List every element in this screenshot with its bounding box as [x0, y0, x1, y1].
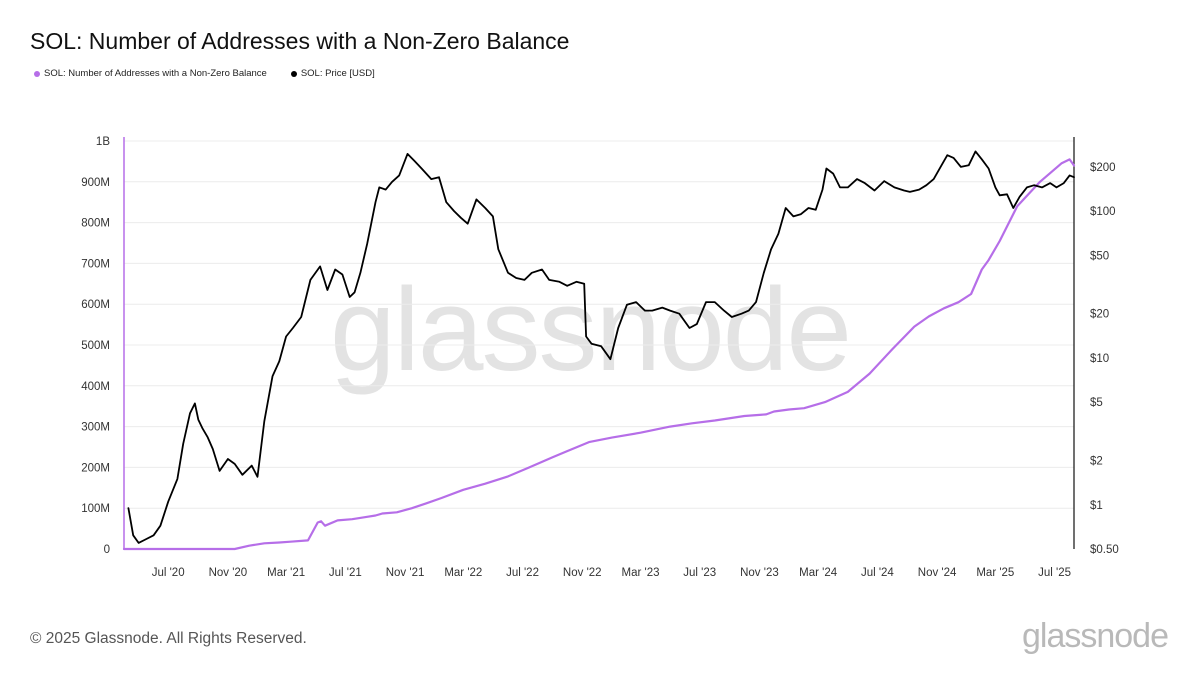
series-line-addresses [122, 158, 1076, 551]
y-right-tick-label: $1 [1090, 500, 1103, 512]
glassnode-logo: glassnode [1021, 617, 1169, 655]
page-title: SOL: Number of Addresses with a Non-Zero… [30, 28, 570, 54]
series-line-price [127, 150, 1075, 544]
x-tick-label: Jul '23 [683, 567, 716, 579]
legend-label-price: SOL: Price [USD] [300, 68, 375, 79]
y-left-tick-label: 1B [96, 136, 110, 148]
x-tick-label: Nov '23 [740, 567, 779, 579]
x-tick-label: Nov '24 [918, 567, 957, 579]
y-left-tick-label: 0 [104, 544, 110, 556]
y-right-tick-label: $200 [1090, 162, 1116, 174]
y-left-tick-label: 100M [81, 503, 110, 515]
chart-legend: SOL: Number of Addresses with a Non-Zero… [34, 68, 375, 79]
x-tick-label: Nov '21 [386, 567, 425, 579]
legend-item-addresses[interactable]: SOL: Number of Addresses with a Non-Zero… [34, 68, 267, 79]
y-right-tick-label: $0.50 [1090, 544, 1119, 556]
y-left-tick-label: 700M [81, 258, 110, 270]
x-tick-label: Mar '23 [622, 567, 660, 579]
y-right-tick-label: $10 [1090, 353, 1109, 365]
y-left-tick-label: 300M [81, 422, 110, 434]
dot-icon [290, 70, 297, 77]
x-tick-label: Mar '25 [976, 567, 1014, 579]
y-right-tick-label: $50 [1090, 250, 1109, 262]
x-tick-label: Mar '24 [799, 567, 838, 579]
legend-label-addresses: SOL: Number of Addresses with a Non-Zero… [44, 68, 267, 79]
y-left-tick-label: 200M [81, 462, 110, 474]
y-left-tick-label: 400M [81, 381, 110, 393]
watermark: glassnode [330, 264, 852, 396]
x-tick-label: Jul '21 [329, 567, 362, 579]
y-left-tick-label: 500M [81, 340, 110, 352]
y-left-tick-label: 900M [81, 177, 110, 189]
x-tick-label: Nov '20 [209, 567, 248, 579]
y-left-tick-label: 600M [81, 299, 110, 311]
x-tick-label: Mar '22 [444, 567, 482, 579]
legend-item-price[interactable]: SOL: Price [USD] [290, 68, 375, 79]
x-tick-label: Jul '24 [861, 567, 894, 579]
x-tick-label: Jul '25 [1038, 567, 1071, 579]
y-right-tick-label: $5 [1090, 397, 1103, 409]
x-tick-label: Nov '22 [563, 567, 602, 579]
x-tick-label: Jul '20 [152, 567, 185, 579]
y-right-tick-label: $20 [1090, 309, 1109, 321]
dot-icon [34, 70, 40, 77]
y-left-tick-label: 800M [81, 218, 110, 230]
x-tick-label: Mar '21 [267, 567, 305, 579]
x-tick-label: Jul '22 [506, 567, 539, 579]
y-right-tick-label: $100 [1090, 206, 1116, 218]
copyright-text: © 2025 Glassnode. All Rights Reserved. [30, 630, 307, 647]
y-right-tick-label: $2 [1090, 456, 1103, 468]
